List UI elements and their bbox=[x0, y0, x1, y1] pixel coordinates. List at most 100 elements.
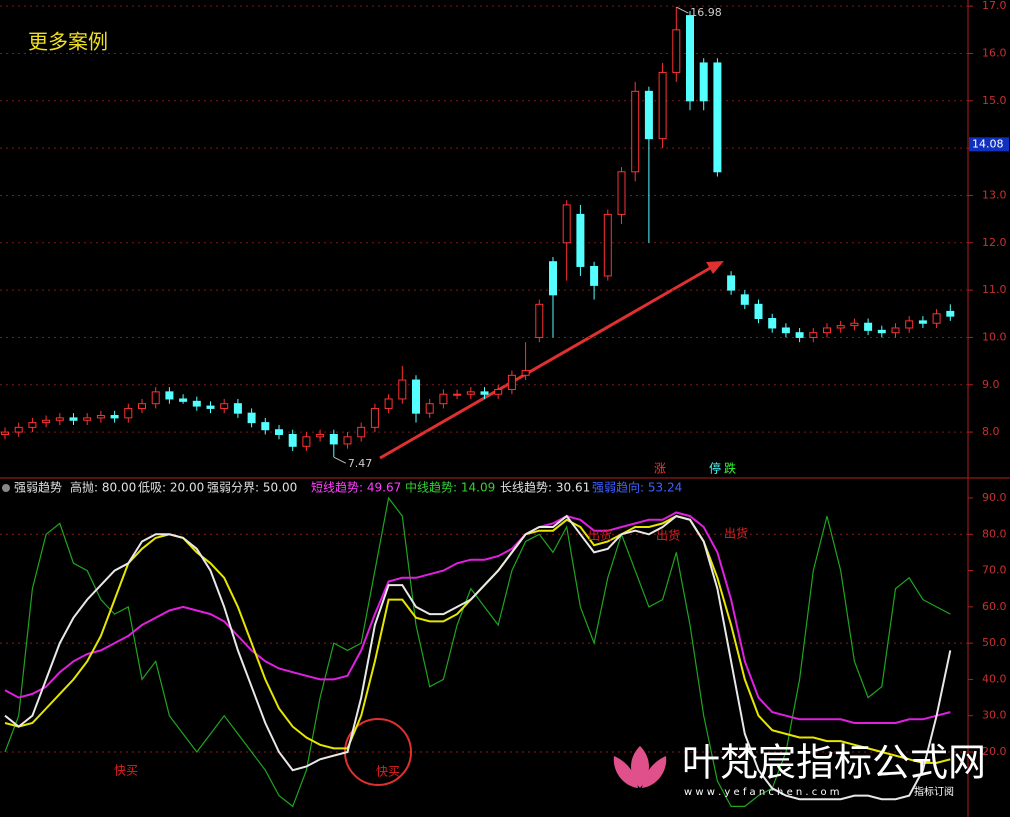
header-item: 中线趋势: 14.09 bbox=[405, 480, 495, 495]
candle-body bbox=[576, 213, 585, 267]
watermark-logo bbox=[613, 746, 667, 788]
signal-label: 停 bbox=[709, 461, 721, 476]
candle-body bbox=[590, 265, 599, 286]
candle-body bbox=[549, 261, 557, 296]
price-marker: 14.08 bbox=[972, 137, 1004, 150]
candle-body bbox=[233, 403, 242, 414]
candle-body bbox=[1, 431, 9, 435]
candle-body bbox=[631, 90, 640, 173]
candle-body bbox=[864, 322, 873, 331]
watermark-url: w w w . y e f a n c h e n . c o m bbox=[684, 787, 840, 798]
candle-body bbox=[535, 303, 544, 338]
candle-body bbox=[151, 391, 160, 405]
y-tick-label: 12.0 bbox=[982, 236, 1007, 249]
y-tick-label: 80.0 bbox=[982, 527, 1007, 540]
lotus-petal bbox=[613, 756, 638, 788]
header-item: 高抛: 80.00 bbox=[70, 480, 136, 495]
y-tick-label: 9.0 bbox=[982, 378, 1000, 391]
candle-body bbox=[412, 379, 420, 414]
candle-body bbox=[425, 403, 434, 414]
low-label: 7.47 bbox=[348, 457, 373, 470]
candle-body bbox=[329, 433, 338, 445]
candle-body bbox=[850, 322, 859, 327]
candle-body bbox=[672, 29, 681, 73]
watermark-tag: 指标订阅 bbox=[914, 785, 954, 798]
candle-body bbox=[713, 62, 722, 173]
candle-body bbox=[288, 433, 297, 447]
candle-body bbox=[179, 398, 188, 402]
y-tick-label: 60.0 bbox=[982, 600, 1007, 613]
candle-body bbox=[699, 62, 708, 102]
y-tick-label: 11.0 bbox=[982, 283, 1007, 296]
header-item: 低吸: 20.00 bbox=[138, 481, 204, 495]
candle-body bbox=[343, 436, 352, 445]
candle-body bbox=[768, 318, 777, 329]
y-tick-label: 50.0 bbox=[982, 636, 1007, 649]
candle-body bbox=[946, 310, 955, 317]
y-tick-label: 13.0 bbox=[982, 188, 1007, 201]
y-tick-label: 10.0 bbox=[982, 330, 1007, 343]
candle-body bbox=[261, 422, 270, 431]
candle-body bbox=[138, 403, 146, 409]
candle-body bbox=[124, 407, 133, 419]
candle-body bbox=[932, 313, 941, 324]
indicator-line bbox=[4, 511, 951, 724]
candle-body bbox=[836, 325, 845, 329]
candle-body bbox=[781, 327, 790, 334]
y-tick-label: 30.0 bbox=[982, 709, 1007, 722]
header-item: 强弱趋向: 53.24 bbox=[592, 480, 682, 495]
candle-body bbox=[727, 275, 736, 291]
signal-annotation: 快买 bbox=[114, 764, 138, 778]
candle-body bbox=[69, 417, 78, 421]
candle-body bbox=[357, 426, 366, 438]
candle-body bbox=[507, 374, 516, 390]
header-item: 长线趋势: 30.61 bbox=[500, 481, 590, 495]
high-label: 16.98 bbox=[690, 6, 722, 19]
header-item: 强弱趋势 bbox=[14, 481, 62, 495]
candle-body bbox=[275, 429, 283, 435]
candle-body bbox=[110, 415, 119, 419]
candle-body bbox=[384, 398, 393, 409]
candle-body bbox=[795, 332, 804, 338]
candle-body bbox=[823, 327, 831, 334]
candle-body bbox=[603, 213, 612, 277]
y-tick-label: 17.0 bbox=[982, 0, 1007, 12]
high-pointer bbox=[676, 6, 689, 14]
lotus-petal bbox=[642, 756, 667, 788]
candle-body bbox=[439, 393, 448, 405]
header-item: 强弱分界: 50.00 bbox=[207, 481, 297, 495]
candle-body bbox=[891, 327, 900, 334]
signal-annotation: 出货 bbox=[724, 526, 748, 541]
candle-body bbox=[220, 403, 229, 409]
y-tick-label: 20.0 bbox=[982, 745, 1007, 758]
candle-body bbox=[877, 329, 886, 334]
candle-body bbox=[370, 407, 379, 428]
trend-arrow-head bbox=[706, 261, 724, 274]
candle-body bbox=[905, 320, 914, 329]
y-tick-label: 40.0 bbox=[982, 672, 1007, 685]
candle-body bbox=[494, 388, 503, 395]
signal-annotation: 出货 bbox=[588, 528, 612, 543]
low-pointer bbox=[333, 456, 347, 464]
price-marker-box bbox=[969, 137, 1009, 152]
signal-annotation: 出货 bbox=[656, 528, 680, 543]
candle-body bbox=[754, 303, 763, 320]
signal-annotation: 快买 bbox=[376, 765, 400, 779]
candle-body bbox=[28, 422, 37, 428]
candle-body bbox=[617, 171, 626, 215]
candle-body bbox=[247, 412, 256, 424]
candle-body bbox=[302, 436, 311, 447]
y-tick-label: 8.0 bbox=[982, 425, 1000, 438]
candle-body bbox=[55, 417, 64, 421]
y-tick-label: 16.0 bbox=[982, 46, 1007, 59]
candle-body bbox=[918, 320, 927, 324]
candle-body bbox=[740, 294, 749, 305]
lotus-petal bbox=[631, 746, 649, 788]
candle-body bbox=[521, 370, 530, 376]
candle-body bbox=[96, 415, 105, 419]
candle-body bbox=[165, 391, 174, 400]
candle-body bbox=[316, 433, 325, 438]
y-tick-label: 70.0 bbox=[982, 564, 1007, 577]
